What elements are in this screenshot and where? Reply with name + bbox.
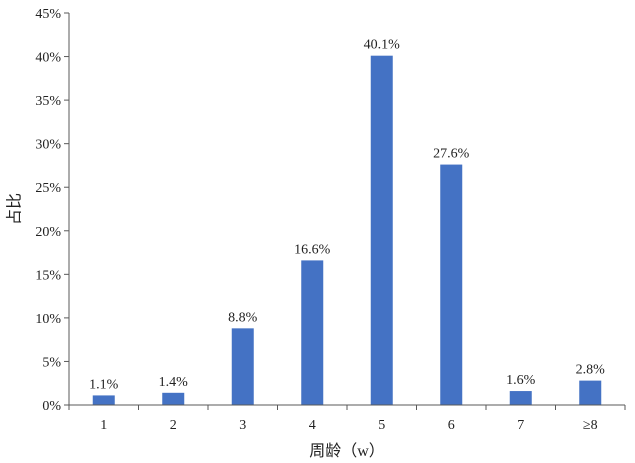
bar xyxy=(579,380,602,405)
x-tick-label: 6 xyxy=(448,418,455,433)
y-tick-label: 30% xyxy=(35,138,61,153)
y-axis-title: 占比 xyxy=(6,193,24,225)
bar xyxy=(301,260,324,405)
x-axis-title: 周龄（w） xyxy=(309,442,385,460)
bar xyxy=(370,55,393,405)
y-tick-label: 40% xyxy=(35,51,61,66)
bar xyxy=(509,391,532,405)
bar-value-label: 1.1% xyxy=(89,377,119,392)
y-tick-label: 10% xyxy=(35,312,61,327)
y-tick-label: 0% xyxy=(42,399,61,414)
x-tick-label: 5 xyxy=(378,418,385,433)
y-tick-label: 15% xyxy=(35,268,61,283)
y-tick-label: 5% xyxy=(42,355,61,370)
bar-value-label: 40.1% xyxy=(364,38,401,53)
x-tick-label: 3 xyxy=(239,418,246,433)
y-axis-ticks: 0% 5% 10% 15% 20% 25% 30% 35% 40% 45% xyxy=(35,7,69,414)
bar-value-label: 16.6% xyxy=(294,242,331,257)
bars xyxy=(92,55,602,405)
bar xyxy=(231,328,254,405)
bar-value-label: 2.8% xyxy=(576,363,606,378)
bar-value-label: 8.8% xyxy=(228,310,258,325)
x-tick-label: 1 xyxy=(100,418,107,433)
bar xyxy=(440,164,463,405)
x-tick-label: 4 xyxy=(309,418,316,433)
y-tick-label: 20% xyxy=(35,225,61,240)
x-tick-label: ≥8 xyxy=(583,418,598,433)
x-tick-label: 2 xyxy=(170,418,177,433)
y-tick-label: 45% xyxy=(35,7,61,22)
bar xyxy=(92,395,115,405)
x-tick-label: 7 xyxy=(517,418,524,433)
y-tick-label: 25% xyxy=(35,181,61,196)
bar xyxy=(162,392,185,405)
data-labels: 1.1% 1.4% 8.8% 16.6% 40.1% 27.6% 1.6% 2.8% xyxy=(89,38,605,393)
bar-value-label: 1.4% xyxy=(159,375,189,390)
y-tick-label: 35% xyxy=(35,94,61,109)
bar-value-label: 1.6% xyxy=(506,373,536,388)
x-axis-ticks: 1 2 3 4 5 6 7 ≥8 xyxy=(68,405,626,433)
bar-value-label: 27.6% xyxy=(433,147,470,162)
